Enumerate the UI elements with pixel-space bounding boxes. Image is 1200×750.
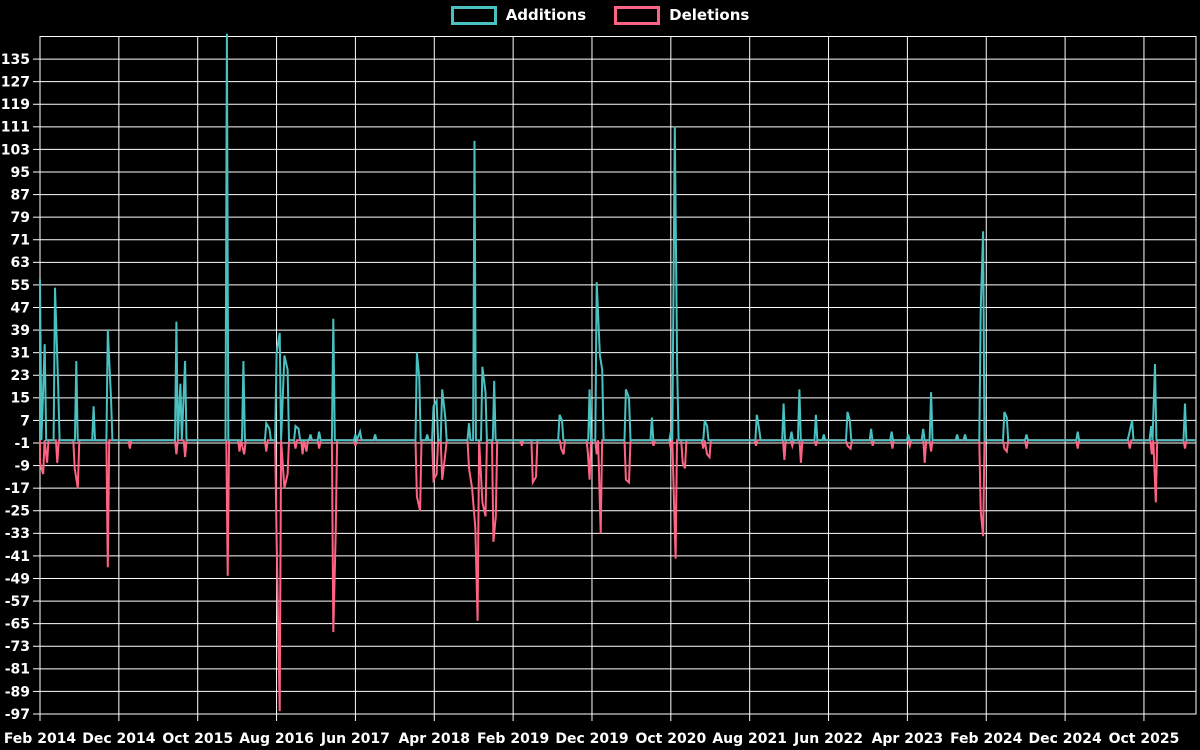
x-tick-label: Feb 2019 <box>477 731 549 747</box>
x-tick-label: Feb 2014 <box>4 731 77 747</box>
y-tick-label: 31 <box>11 346 30 362</box>
y-tick-label: -73 <box>5 639 30 655</box>
legend-item-deletions[interactable]: Deletions <box>614 6 749 25</box>
y-tick-label: 127 <box>1 75 30 91</box>
y-tick-label: 95 <box>11 165 30 181</box>
x-tick-label: Aug 2016 <box>239 731 314 747</box>
y-tick-label: 119 <box>1 97 30 113</box>
x-tick-label: Oct 2020 <box>635 731 706 747</box>
y-tick-label: 71 <box>11 233 30 249</box>
y-tick-label: -1 <box>14 436 30 452</box>
additions-legend-label: Additions <box>505 6 587 24</box>
y-tick-label: -41 <box>5 549 30 565</box>
y-tick-label: -57 <box>5 594 30 610</box>
y-tick-label: 111 <box>1 120 30 136</box>
x-tick-label: Apr 2023 <box>872 731 944 747</box>
y-tick-label: 15 <box>11 391 30 407</box>
x-tick-label: Apr 2018 <box>398 731 470 747</box>
y-tick-label: -65 <box>5 617 30 633</box>
deletions-legend-label: Deletions <box>669 6 750 24</box>
chart-legend: Additions Deletions <box>0 6 1200 25</box>
y-tick-label: -33 <box>5 526 30 542</box>
y-tick-label: -17 <box>5 481 30 497</box>
x-tick-label: Dec 2014 <box>82 731 156 747</box>
y-tick-label: 23 <box>11 368 30 384</box>
deletions-swatch-icon <box>614 6 661 25</box>
x-tick-label: Dec 2019 <box>555 731 628 747</box>
x-tick-label: Feb 2024 <box>950 731 1023 747</box>
y-tick-label: -97 <box>5 707 30 723</box>
additions-swatch-icon <box>450 6 497 25</box>
x-tick-label: Jun 2022 <box>793 731 863 747</box>
x-tick-label: Oct 2015 <box>162 731 233 747</box>
y-tick-label: 39 <box>11 323 30 339</box>
y-tick-label: 87 <box>11 187 30 203</box>
additions-series-line <box>39 33 1196 444</box>
y-tick-label: 7 <box>20 413 30 429</box>
y-tick-label: -81 <box>5 662 30 678</box>
y-tick-label: 47 <box>11 300 30 316</box>
y-tick-label: -89 <box>5 684 30 700</box>
y-tick-label: -9 <box>14 458 30 474</box>
legend-item-additions[interactable]: Additions <box>450 6 587 25</box>
deletions-series-line <box>39 439 1196 712</box>
x-tick-label: Aug 2021 <box>712 731 787 747</box>
x-tick-label: Oct 2025 <box>1109 731 1180 747</box>
y-tick-label: -25 <box>5 504 30 520</box>
y-tick-label: 135 <box>1 52 30 68</box>
y-tick-label: 79 <box>11 210 30 226</box>
y-tick-label: 103 <box>1 142 30 158</box>
y-tick-label: 63 <box>11 255 30 271</box>
x-tick-label: Dec 2024 <box>1028 731 1102 747</box>
x-tick-label: Jun 2017 <box>320 731 390 747</box>
y-tick-label: 55 <box>11 278 30 294</box>
y-tick-label: -49 <box>5 571 30 587</box>
